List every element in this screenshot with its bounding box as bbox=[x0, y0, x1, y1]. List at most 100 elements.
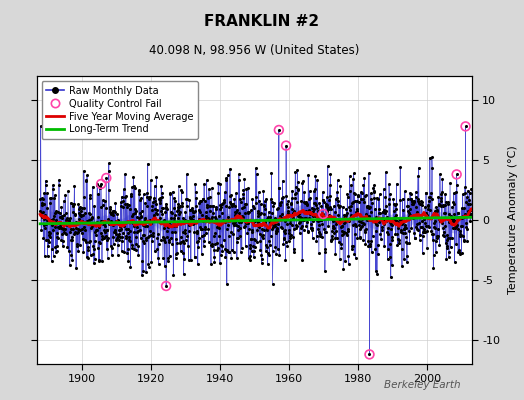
Point bbox=[220, 197, 228, 204]
Point bbox=[393, 231, 401, 238]
Point bbox=[227, 247, 236, 253]
Point bbox=[464, 187, 472, 194]
Point bbox=[118, 234, 127, 240]
Point bbox=[97, 204, 106, 210]
Point bbox=[212, 217, 221, 223]
Point bbox=[466, 218, 474, 224]
Point bbox=[382, 203, 390, 210]
Point bbox=[280, 230, 289, 236]
Point bbox=[433, 208, 441, 214]
Point bbox=[327, 238, 335, 244]
Point bbox=[71, 212, 79, 218]
Point bbox=[406, 206, 414, 212]
Point bbox=[299, 226, 308, 233]
Point bbox=[419, 228, 428, 235]
Point bbox=[206, 242, 215, 248]
Point bbox=[154, 230, 162, 237]
Point bbox=[223, 280, 231, 287]
Point bbox=[38, 200, 46, 206]
Point bbox=[225, 198, 234, 205]
Point bbox=[271, 222, 280, 229]
Point bbox=[346, 214, 355, 220]
Point bbox=[224, 222, 232, 229]
Point bbox=[90, 203, 99, 210]
Title: 40.098 N, 98.956 W (United States): 40.098 N, 98.956 W (United States) bbox=[149, 44, 359, 57]
Point bbox=[292, 222, 301, 228]
Point bbox=[42, 237, 50, 244]
Point bbox=[213, 223, 222, 230]
Point bbox=[59, 226, 68, 232]
Point bbox=[154, 255, 162, 261]
Point bbox=[326, 171, 334, 178]
Point bbox=[395, 214, 403, 221]
Point bbox=[320, 199, 328, 206]
Point bbox=[392, 180, 401, 187]
Point bbox=[368, 200, 377, 206]
Point bbox=[387, 221, 395, 228]
Point bbox=[41, 178, 50, 184]
Point bbox=[251, 218, 259, 224]
Point bbox=[236, 248, 245, 255]
Point bbox=[397, 228, 405, 235]
Point bbox=[212, 204, 220, 210]
Point bbox=[195, 209, 204, 215]
Point bbox=[288, 222, 296, 228]
Point bbox=[405, 213, 413, 219]
Point bbox=[414, 164, 423, 171]
Point bbox=[390, 208, 398, 214]
Point bbox=[191, 180, 199, 187]
Point bbox=[432, 248, 440, 255]
Point bbox=[128, 184, 136, 190]
Point bbox=[276, 202, 284, 208]
Point bbox=[439, 202, 447, 208]
Point bbox=[197, 198, 205, 204]
Point bbox=[284, 198, 292, 204]
Point bbox=[278, 195, 286, 202]
Point bbox=[201, 198, 210, 204]
Point bbox=[42, 221, 51, 227]
Point bbox=[125, 202, 133, 208]
Point bbox=[174, 214, 182, 221]
Point bbox=[360, 175, 368, 181]
Point bbox=[204, 195, 212, 201]
Point bbox=[133, 214, 141, 220]
Point bbox=[186, 215, 194, 221]
Point bbox=[417, 199, 425, 205]
Point bbox=[235, 171, 243, 178]
Point bbox=[152, 206, 161, 213]
Point bbox=[136, 197, 144, 204]
Point bbox=[330, 203, 338, 210]
Point bbox=[94, 245, 102, 252]
Point bbox=[392, 206, 400, 213]
Point bbox=[196, 223, 204, 230]
Point bbox=[452, 241, 460, 247]
Point bbox=[211, 214, 219, 220]
Point bbox=[278, 178, 287, 184]
Point bbox=[243, 208, 252, 215]
Point bbox=[211, 241, 220, 248]
Point bbox=[323, 194, 331, 200]
Point bbox=[324, 206, 332, 212]
Point bbox=[240, 176, 248, 182]
Point bbox=[338, 223, 346, 229]
Point bbox=[378, 209, 387, 215]
Point bbox=[313, 177, 321, 183]
Point bbox=[99, 202, 107, 208]
Point bbox=[212, 205, 221, 212]
Point bbox=[342, 206, 351, 212]
Point bbox=[286, 220, 294, 226]
Point bbox=[332, 196, 340, 202]
Point bbox=[307, 225, 315, 231]
Point bbox=[257, 260, 266, 267]
Point bbox=[414, 196, 422, 202]
Point bbox=[427, 214, 435, 221]
Point bbox=[86, 192, 94, 198]
Point bbox=[43, 190, 51, 196]
Point bbox=[87, 216, 95, 222]
Point bbox=[174, 182, 183, 189]
Point bbox=[431, 225, 439, 232]
Point bbox=[300, 189, 309, 195]
Point bbox=[241, 223, 249, 230]
Point bbox=[176, 208, 184, 215]
Point bbox=[257, 201, 265, 207]
